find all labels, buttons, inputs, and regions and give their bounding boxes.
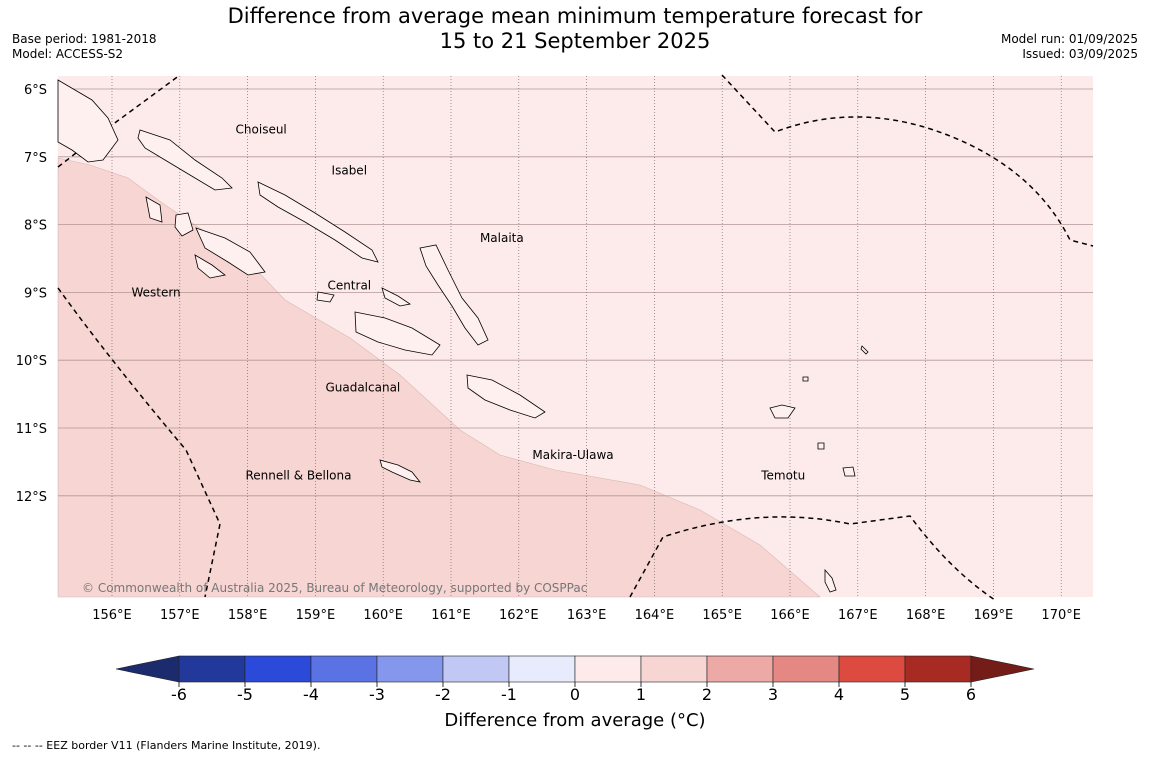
island-reef (860, 345, 869, 355)
colorbar-segment (508, 655, 576, 683)
colorbar-tick-label: 6 (966, 685, 976, 700)
map-plot-area: Choiseul Isabel Malaita Central Western Guada… (57, 74, 1094, 601)
lon-tick-label: 168°E (906, 608, 946, 623)
model-run: Model run: 01/09/2025 (1000, 32, 1138, 46)
island-utupua (817, 442, 825, 450)
eez-border-south (629, 515, 996, 601)
colorbar-segment (178, 655, 246, 683)
place-label: Isabel (332, 163, 367, 177)
island-malaita (419, 244, 489, 346)
colorbar-segment (310, 655, 378, 683)
island-isabel (257, 181, 379, 263)
lon-tick-label: 162°E (499, 608, 539, 623)
island-choiseul (137, 129, 233, 191)
lon-tick-label: 165°E (702, 608, 742, 623)
colorbar-segment (904, 655, 972, 683)
model-name: Model: ACCESS-S2 (12, 47, 124, 61)
colorbar-segment (772, 655, 840, 683)
lon-tick-label: 169°E (974, 608, 1014, 623)
colorbar-segment (640, 655, 708, 683)
lon-tick-label: 158°E (228, 608, 268, 623)
colorbar-tick-label: -2 (435, 685, 451, 700)
colorbar-label: Difference from average (°C) (444, 710, 706, 731)
longitude-labels: 156°E 157°E 158°E 159°E 160°E 161°E 162°E 163°E… (92, 608, 1081, 623)
colorbar-segment (244, 655, 312, 683)
place-label: Western (131, 285, 180, 299)
lon-tick-label: 160°E (363, 608, 403, 623)
lon-tick-label: 166°E (770, 608, 810, 623)
colorbar-under-arrow (115, 655, 180, 683)
colorbar-tick-label: -4 (303, 685, 319, 700)
place-label: Central (327, 279, 371, 293)
colorbar-segment (838, 655, 906, 683)
lat-tick-label: 10°S (16, 354, 47, 369)
map-svg: Choiseul Isabel Malaita Central Western Guada… (16, 74, 1094, 700)
lon-tick-label: 167°E (838, 608, 878, 623)
lon-tick-label: 163°E (567, 608, 607, 623)
place-labels: Choiseul Isabel Malaita Central Western Guada… (131, 123, 805, 483)
colorbar-segment (706, 655, 774, 683)
latitude-labels: 6°S 7°S 8°S 9°S 10°S 11°S 12°S (16, 83, 47, 505)
base-period: Base period: 1981-2018 (12, 32, 157, 46)
title-line-2: 15 to 21 September 2025 (439, 29, 711, 53)
island-central-florida (316, 291, 335, 303)
coastlines (57, 79, 869, 593)
island-vella (195, 227, 266, 276)
colorbar-segment (376, 655, 444, 683)
island-vanikoro (842, 466, 856, 477)
lat-tick-label: 9°S (24, 286, 47, 301)
colorbar-over-arrow (970, 655, 1035, 683)
place-label: Guadalcanal (325, 380, 400, 394)
meta-right: Model run: 01/09/2025 Issued: 03/09/2025 (1001, 32, 1138, 62)
place-label: Temotu (760, 468, 805, 482)
title-line-1: Difference from average mean minimum tem… (227, 4, 923, 28)
island-new-georgia (145, 196, 163, 223)
colorbar-tick-label: 5 (900, 685, 910, 700)
island-makira (466, 374, 546, 419)
place-label: Choiseul (236, 123, 287, 137)
colorbar-tick-label: -6 (171, 685, 187, 700)
place-label: Malaita (480, 231, 524, 245)
island-rendova (194, 254, 226, 279)
lon-tick-label: 164°E (635, 608, 675, 623)
colorbar-tick-label: 2 (702, 685, 712, 700)
colorbar-tick-label: -3 (369, 685, 385, 700)
colorbar-tick-label: 0 (570, 685, 580, 700)
island-central-2 (381, 287, 412, 307)
island-south-small (824, 568, 837, 593)
island-kolombangara (174, 212, 194, 237)
graticule (58, 76, 1093, 597)
lon-tick-label: 170°E (1041, 608, 1081, 623)
colorbar-tick-label: 3 (768, 685, 778, 700)
place-label: Rennell & Bellona (245, 468, 351, 482)
island-duff (802, 376, 809, 382)
lat-tick-label: 12°S (16, 490, 47, 505)
lat-tick-label: 8°S (24, 219, 47, 234)
eez-footnote: -- -- -- EEZ border V11 (Flanders Marine… (12, 739, 321, 752)
meta-left: Base period: 1981-2018 Model: ACCESS-S2 (12, 32, 157, 62)
colorbar-tick-label: 4 (834, 685, 844, 700)
lon-tick-label: 157°E (160, 608, 200, 623)
island-png-bougainville (57, 79, 119, 163)
colorbar-segment (442, 655, 510, 683)
chart-title: Difference from average mean minimum tem… (0, 4, 1150, 54)
colorbar-tick-label: 1 (636, 685, 646, 700)
copyright-text: © Commonwealth of Australia 2025, Bureau… (82, 581, 587, 595)
lat-tick-label: 6°S (24, 83, 47, 98)
lon-tick-label: 159°E (296, 608, 336, 623)
island-santa-cruz (769, 404, 796, 419)
lon-tick-label: 156°E (92, 608, 132, 623)
island-rennell (379, 459, 421, 483)
colorbar-segment (574, 655, 642, 683)
lat-tick-label: 11°S (16, 422, 47, 437)
colorbar-tick-label: -1 (501, 685, 517, 700)
eez-border-australia-west (57, 287, 221, 598)
colorbar-tick-label: -5 (237, 685, 253, 700)
colorbar: -6 -5 -4 -3 -2 -1 0 1 2 3 4 5 6 (115, 655, 1035, 700)
lon-tick-label: 161°E (431, 608, 471, 623)
place-label: Makira-Ulawa (532, 448, 613, 462)
issued-date: Issued: 03/09/2025 (1022, 47, 1138, 61)
lat-tick-label: 7°S (24, 151, 47, 166)
island-guadalcanal (354, 311, 441, 356)
